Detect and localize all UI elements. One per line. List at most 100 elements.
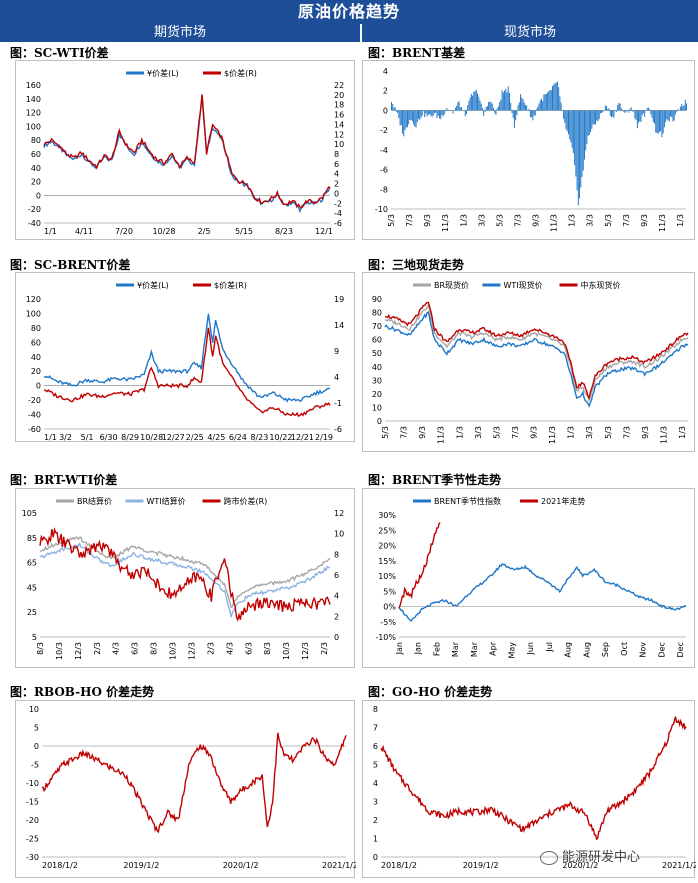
bar-brent-basis-136 bbox=[558, 87, 560, 111]
ytick-sc-wti-10: 160 bbox=[26, 81, 41, 90]
ytick-go-ho-1: 1 bbox=[373, 835, 378, 844]
legend-label-sc-wti-0: ¥价差(L) bbox=[147, 68, 179, 78]
ytick-spot-3-4: 40 bbox=[372, 363, 382, 372]
bar-brent-basis-105 bbox=[520, 94, 522, 111]
watermark-label: 能源研发中心 bbox=[562, 850, 641, 865]
bar-brent-basis-210 bbox=[649, 109, 651, 111]
xtick-brent-basis-0: 5/3 bbox=[387, 214, 396, 227]
bar-brent-basis-82 bbox=[491, 103, 493, 111]
bar-brent-basis-149 bbox=[574, 110, 576, 166]
bar-brent-basis-65 bbox=[470, 93, 472, 111]
legend-label-brent-seasonal-0: BRENT季节性指数 bbox=[434, 496, 501, 506]
xtick-brt-wti-11: 6/3 bbox=[244, 642, 253, 655]
series-line-sc-wti-0 bbox=[43, 95, 331, 214]
legend-label-sc-brent-0: ¥价差(L) bbox=[137, 280, 169, 290]
xtick-brent-basis-16: 1/3 bbox=[676, 214, 685, 227]
bar-brent-basis-50 bbox=[452, 110, 454, 114]
bar-brent-basis-62 bbox=[467, 105, 469, 111]
bar-brent-basis-177 bbox=[608, 108, 610, 111]
bar-brent-basis-166 bbox=[595, 110, 597, 125]
watermark: 能源研发中心 bbox=[540, 846, 640, 865]
bar-brent-basis-178 bbox=[609, 110, 611, 116]
bar-brent-basis-139 bbox=[561, 109, 563, 111]
bar-brent-basis-40 bbox=[440, 110, 442, 120]
xtick-brt-wti-3: 2/3 bbox=[93, 642, 102, 655]
bar-brent-basis-110 bbox=[526, 105, 528, 111]
ytick-rbob-ho-8: 10 bbox=[29, 705, 39, 714]
ytick-rbob-ho-1: -25 bbox=[26, 835, 39, 844]
xtick-brt-wti-1: 10/3 bbox=[55, 642, 64, 660]
bar-brent-basis-213 bbox=[652, 110, 654, 123]
bar-brent-basis-208 bbox=[646, 108, 648, 111]
bar-brent-basis-151 bbox=[576, 110, 578, 191]
bar-brent-basis-24 bbox=[420, 110, 422, 118]
xtick-brt-wti-4: 4/3 bbox=[112, 642, 121, 655]
xtick-spot-3-14: 9/3 bbox=[641, 426, 650, 439]
xtick-brent-seasonal-2: Feb bbox=[432, 642, 441, 656]
bar-brent-basis-26 bbox=[422, 110, 424, 112]
bar-brent-basis-201 bbox=[638, 110, 640, 123]
bar-brent-basis-70 bbox=[477, 93, 479, 111]
bar-brent-basis-140 bbox=[563, 110, 565, 119]
bar-brent-basis-126 bbox=[545, 93, 547, 111]
legend-label-brt-wti-0: BR结算价 bbox=[77, 496, 112, 506]
bar-brent-basis-192 bbox=[627, 110, 628, 111]
xtick-sc-brent-7: 2/25 bbox=[186, 433, 204, 442]
ytick-brt-wti-1: 25 bbox=[27, 608, 37, 617]
bar-brent-basis-188 bbox=[622, 110, 624, 112]
bar-brent-basis-29 bbox=[426, 110, 428, 117]
bar-brent-basis-79 bbox=[488, 102, 490, 111]
bar-brent-basis-120 bbox=[538, 103, 540, 111]
legend-label-sc-brent-1: $价差(R) bbox=[214, 280, 247, 290]
ytick-go-ho-3: 3 bbox=[373, 798, 378, 807]
ytick-right-brt-wti-3: 6 bbox=[334, 571, 339, 580]
bar-brent-basis-86 bbox=[496, 108, 498, 111]
ytick-right-sc-wti-5: 4 bbox=[334, 170, 339, 179]
bar-brent-basis-137 bbox=[559, 96, 561, 111]
ytick-sc-wti-9: 140 bbox=[26, 95, 41, 104]
ytick-right-sc-brent-4: 14 bbox=[334, 321, 344, 330]
bar-brent-basis-170 bbox=[599, 110, 601, 114]
bar-brent-basis-92 bbox=[504, 90, 506, 111]
ytick-sc-brent-3: 0 bbox=[36, 382, 41, 391]
bar-brent-basis-28 bbox=[425, 110, 427, 114]
bar-brent-basis-87 bbox=[497, 106, 499, 111]
ytick-right-sc-wti-3: 0 bbox=[334, 189, 339, 198]
series-line-spot-3-2 bbox=[385, 301, 689, 401]
bar-brent-basis-89 bbox=[500, 99, 502, 111]
xtick-rbob-ho-0: 2018/1/2 bbox=[42, 861, 78, 870]
chart-sc-wti: ¥价差(L) $价差(R) -40 -20 0 20 40 60 80 100 120 140 160-… bbox=[15, 60, 355, 240]
bar-brent-basis-61 bbox=[465, 110, 467, 115]
bar-brent-basis-133 bbox=[554, 82, 556, 111]
bar-brent-basis-175 bbox=[606, 106, 608, 111]
ytick-right-sc-wti-8: 10 bbox=[334, 140, 344, 149]
series-line-sc-wti-1 bbox=[43, 94, 331, 209]
ytick-right-sc-wti-0: -6 bbox=[334, 219, 342, 228]
bar-brent-basis-190 bbox=[624, 110, 626, 114]
xtick-brent-seasonal-11: Sep bbox=[601, 642, 610, 657]
ytick-brent-seasonal-7: 25% bbox=[378, 526, 396, 535]
xtick-brent-seasonal-10: Aug bbox=[582, 642, 591, 658]
ytick-rbob-ho-5: -5 bbox=[31, 761, 39, 770]
xtick-spot-3-7: 7/3 bbox=[511, 426, 520, 439]
xtick-spot-3-1: 7/3 bbox=[400, 426, 409, 439]
bar-brent-basis-181 bbox=[613, 110, 615, 118]
bar-brent-basis-38 bbox=[437, 110, 439, 116]
bar-brent-basis-88 bbox=[499, 102, 501, 111]
bar-brent-basis-7 bbox=[399, 110, 401, 126]
bar-brent-basis-219 bbox=[660, 110, 662, 132]
ytick-brent-seasonal-4: 10% bbox=[378, 572, 396, 581]
ytick-rbob-ho-2: -20 bbox=[26, 816, 39, 825]
xtick-spot-3-8: 9/3 bbox=[530, 426, 539, 439]
ytick-spot-3-3: 30 bbox=[372, 376, 382, 385]
ytick-right-brt-wti-4: 8 bbox=[334, 550, 339, 559]
bar-brent-basis-59 bbox=[463, 109, 465, 111]
bar-brent-basis-39 bbox=[438, 110, 440, 119]
bar-brent-basis-95 bbox=[507, 86, 509, 111]
series-line-brent-seasonal-1 bbox=[398, 522, 441, 609]
bar-brent-basis-218 bbox=[658, 110, 660, 132]
ytick-go-ho-4: 4 bbox=[373, 779, 378, 788]
bar-brent-basis-52 bbox=[454, 107, 456, 111]
ytick-sc-wti-4: 40 bbox=[31, 164, 41, 173]
bar-brent-basis-22 bbox=[418, 110, 420, 119]
